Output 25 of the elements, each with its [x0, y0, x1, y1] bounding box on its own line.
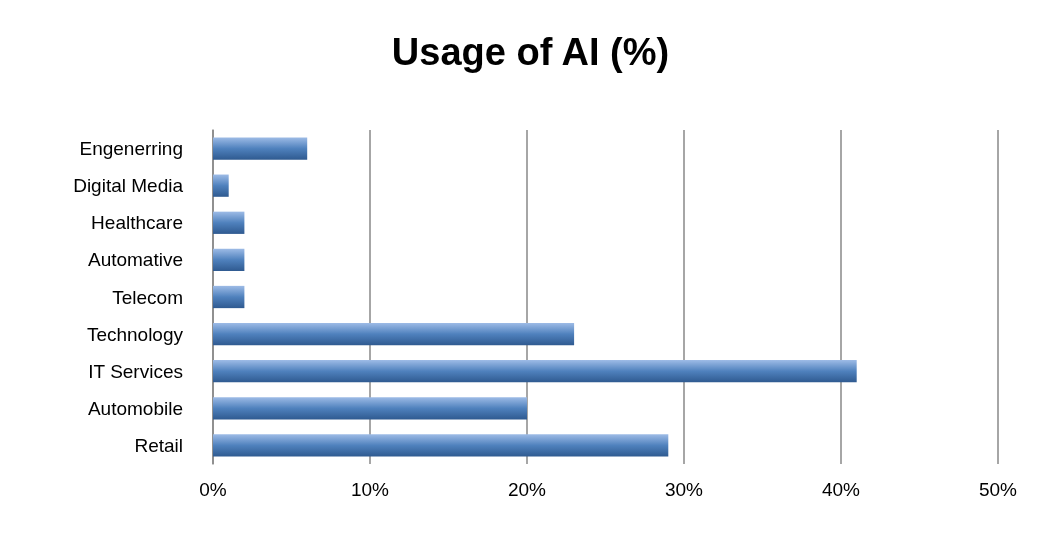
- x-tick-label: 0%: [199, 479, 227, 500]
- y-tick-label: Digital Media: [73, 175, 184, 197]
- x-tick-label: 30%: [664, 479, 704, 500]
- y-tick-label: Automative: [87, 249, 183, 271]
- chart-title: Usage of AI (%): [391, 31, 670, 73]
- y-tick-label: Automobile: [87, 397, 183, 419]
- x-tick-label: 50%: [978, 479, 1018, 500]
- bar: [213, 285, 245, 309]
- x-tick-label: 20%: [507, 479, 547, 500]
- bar: [213, 322, 575, 346]
- bar: [213, 434, 669, 457]
- y-tick-label: Retail: [134, 434, 183, 456]
- x-tick-label: 40%: [821, 479, 861, 500]
- bar: [213, 397, 527, 420]
- bar: [213, 248, 245, 272]
- y-tick-label: Telecom: [112, 286, 183, 308]
- y-tick-label: Healthcare: [91, 212, 183, 234]
- y-tick-label: Engenerring: [79, 138, 183, 160]
- x-tick-label: 10%: [350, 479, 390, 500]
- y-tick-label: IT Services: [88, 360, 183, 382]
- bar: [213, 137, 308, 160]
- bar: [213, 211, 245, 234]
- bar: [213, 360, 857, 383]
- y-tick-label: Technology: [86, 323, 184, 345]
- bar: [213, 174, 229, 197]
